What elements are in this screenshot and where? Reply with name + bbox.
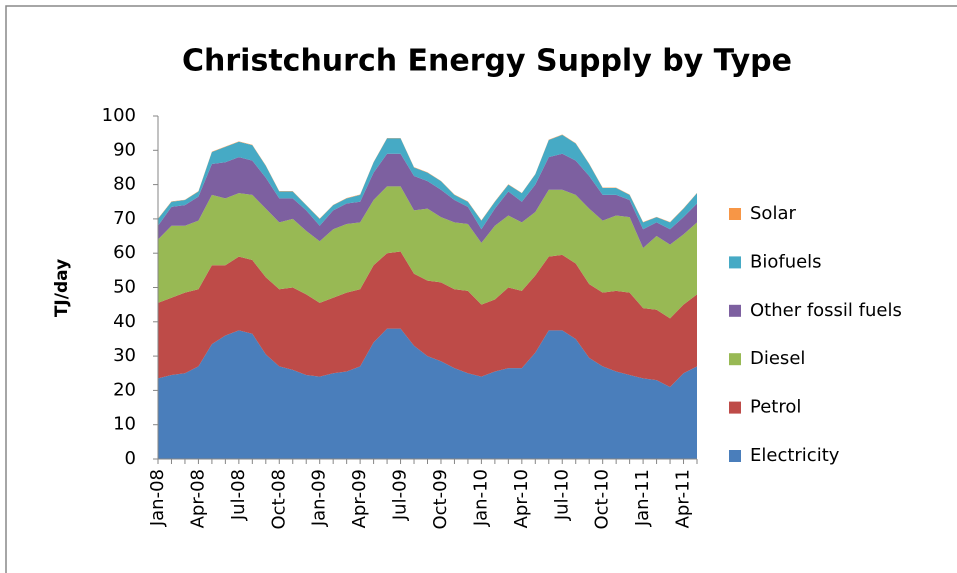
y-tick-label: 40 [113,311,136,332]
x-tick-label: Oct-09 [430,469,451,530]
legend-swatch [729,256,741,269]
x-tick-label: Oct-08 [268,469,289,530]
legend-swatch [729,208,741,220]
y-tick-label: 10 [113,414,136,435]
legend-swatch [729,401,741,414]
area [158,251,697,387]
x-tick-label: Jul-08 [228,469,249,521]
y-tick-label: 80 [113,174,136,195]
x-tick-label: Jan-11 [632,469,653,527]
x-tick-label: Jan-09 [309,469,330,527]
legend-swatch [729,353,741,366]
x-tick-label: Jul-10 [551,469,572,521]
x-tick-label: Oct-10 [592,469,613,530]
x-tick-label: Jul-09 [390,469,411,521]
x-tick-label: Jan-08 [147,469,168,527]
y-axis-title: TJ/day [52,259,72,317]
legend-label: Solar [750,203,796,224]
legend-swatch [729,450,741,462]
x-tick-label: Apr-08 [187,469,208,528]
y-tick-label: 70 [113,208,136,229]
area [158,186,697,319]
y-tick-label: 60 [113,242,136,263]
legend-label: Other fossil fuels [750,300,902,321]
x-tick-label: Jan-10 [470,469,491,527]
legend-label: Diesel [750,348,805,369]
legend-swatch [729,304,741,317]
legend-label: Biofuels [750,251,822,272]
y-tick-label: 100 [102,105,136,126]
x-tick-label: Apr-11 [673,469,694,528]
x-tick-label: Apr-10 [511,469,532,528]
chart-title: Christchurch Energy Supply by Type [182,44,792,79]
y-tick-label: 0 [125,448,136,469]
legend-label: Electricity [750,445,840,466]
area [158,328,697,459]
y-tick-label: 90 [113,139,136,160]
y-tick-label: 20 [113,379,136,400]
x-tick-label: Apr-09 [349,469,370,528]
legend-label: Petrol [750,397,801,418]
y-tick-label: 30 [113,345,136,366]
area [158,153,697,249]
y-tick-label: 50 [113,277,136,298]
